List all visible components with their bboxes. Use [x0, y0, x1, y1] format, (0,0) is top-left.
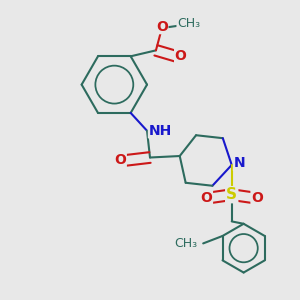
Text: NH: NH: [148, 124, 172, 138]
Text: O: O: [114, 154, 126, 167]
Text: S: S: [226, 187, 237, 202]
Text: O: O: [200, 190, 212, 205]
Text: CH₃: CH₃: [174, 237, 197, 250]
Text: CH₃: CH₃: [177, 17, 200, 30]
Text: O: O: [175, 49, 187, 63]
Text: N: N: [233, 157, 245, 170]
Text: O: O: [251, 190, 263, 205]
Text: O: O: [156, 20, 168, 34]
